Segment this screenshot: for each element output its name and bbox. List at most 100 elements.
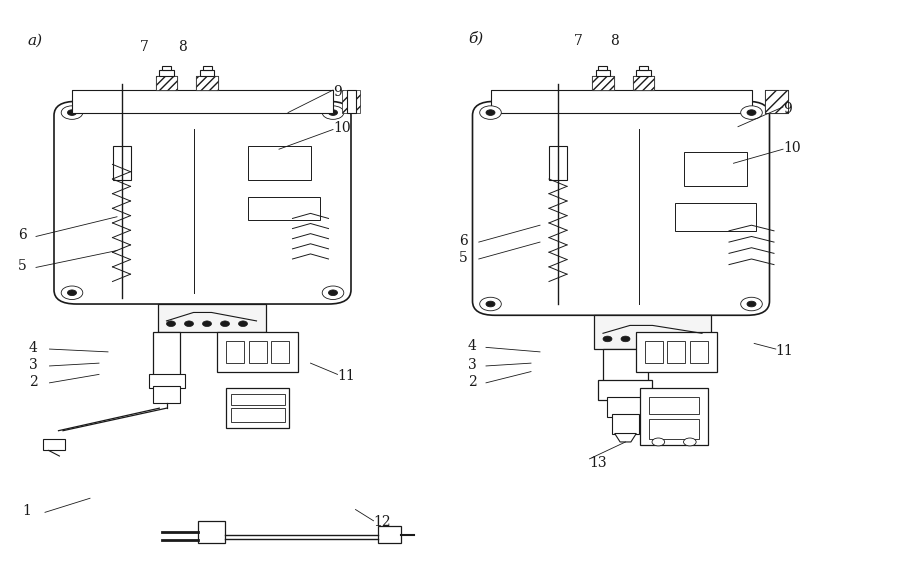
Circle shape <box>747 301 756 307</box>
Bar <box>230 394 284 405</box>
Text: 8: 8 <box>178 39 187 53</box>
Circle shape <box>61 106 83 119</box>
Circle shape <box>166 321 176 327</box>
Text: 7: 7 <box>140 39 148 53</box>
Bar <box>227 388 290 428</box>
Polygon shape <box>615 434 636 442</box>
Bar <box>159 70 174 76</box>
Circle shape <box>184 321 194 327</box>
Text: 10: 10 <box>333 121 351 135</box>
Bar <box>153 332 180 377</box>
Bar <box>200 70 214 76</box>
Circle shape <box>328 290 338 296</box>
Bar <box>633 76 654 90</box>
Circle shape <box>486 110 495 115</box>
Bar <box>202 66 211 70</box>
Text: 11: 11 <box>338 369 356 383</box>
Bar <box>650 397 699 414</box>
Text: 13: 13 <box>590 456 608 470</box>
Circle shape <box>741 297 762 311</box>
Bar <box>765 90 788 113</box>
Text: 2: 2 <box>468 374 477 388</box>
Text: а): а) <box>27 34 42 48</box>
Bar <box>549 146 567 180</box>
Text: 9: 9 <box>333 84 342 99</box>
Circle shape <box>480 297 501 311</box>
Circle shape <box>639 336 648 342</box>
Bar <box>72 90 333 113</box>
Text: 7: 7 <box>574 34 583 48</box>
Bar <box>596 70 610 76</box>
Bar <box>635 332 716 372</box>
Circle shape <box>220 321 230 327</box>
Circle shape <box>238 321 248 327</box>
Circle shape <box>486 301 495 307</box>
Text: 5: 5 <box>459 251 468 265</box>
Bar <box>612 414 639 434</box>
Bar <box>158 304 266 332</box>
Bar <box>603 349 648 383</box>
Bar <box>230 408 284 422</box>
Bar <box>196 76 218 90</box>
Text: 10: 10 <box>783 141 801 155</box>
Text: 4: 4 <box>468 339 477 353</box>
Text: 12: 12 <box>374 515 392 529</box>
Circle shape <box>61 286 83 300</box>
Bar <box>684 152 747 186</box>
Circle shape <box>657 336 666 342</box>
Bar <box>248 146 310 180</box>
Circle shape <box>202 321 211 327</box>
Text: 11: 11 <box>776 343 794 358</box>
Circle shape <box>480 106 501 119</box>
Text: 8: 8 <box>610 34 619 48</box>
Bar <box>633 76 654 90</box>
Circle shape <box>741 106 762 119</box>
Bar <box>156 76 177 90</box>
Text: 3: 3 <box>468 358 477 372</box>
Bar <box>592 76 614 90</box>
Bar <box>608 397 643 417</box>
Circle shape <box>675 336 684 342</box>
Bar <box>196 76 218 90</box>
Text: 2: 2 <box>29 374 38 388</box>
Bar <box>378 526 400 543</box>
Circle shape <box>684 438 697 446</box>
Bar <box>156 76 177 90</box>
Text: 4: 4 <box>29 341 38 355</box>
Bar <box>72 90 333 113</box>
Circle shape <box>322 106 344 119</box>
Bar <box>227 341 245 363</box>
Text: б): б) <box>468 31 483 45</box>
Bar <box>690 341 707 363</box>
Bar <box>346 90 356 113</box>
Bar <box>271 341 289 363</box>
Bar <box>644 341 662 363</box>
Bar <box>43 439 65 450</box>
Bar <box>162 66 171 70</box>
Circle shape <box>68 110 76 115</box>
Bar <box>641 388 707 445</box>
Bar <box>639 66 648 70</box>
Bar <box>650 419 699 439</box>
FancyBboxPatch shape <box>472 101 770 315</box>
FancyBboxPatch shape <box>54 101 351 304</box>
Bar <box>598 380 652 400</box>
Bar <box>198 521 225 543</box>
Text: 5: 5 <box>18 259 27 273</box>
Bar <box>148 374 184 388</box>
Text: 9: 9 <box>783 101 792 115</box>
Text: 6: 6 <box>459 234 468 248</box>
Circle shape <box>621 336 630 342</box>
Circle shape <box>68 290 76 296</box>
Bar <box>668 341 686 363</box>
Bar <box>636 70 651 76</box>
Bar <box>491 90 752 113</box>
Bar <box>598 66 608 70</box>
Bar <box>592 76 614 90</box>
Bar <box>112 146 130 180</box>
Circle shape <box>328 110 338 115</box>
Bar <box>153 386 180 403</box>
Circle shape <box>747 110 756 115</box>
Bar <box>675 203 756 231</box>
Text: 6: 6 <box>18 228 27 242</box>
